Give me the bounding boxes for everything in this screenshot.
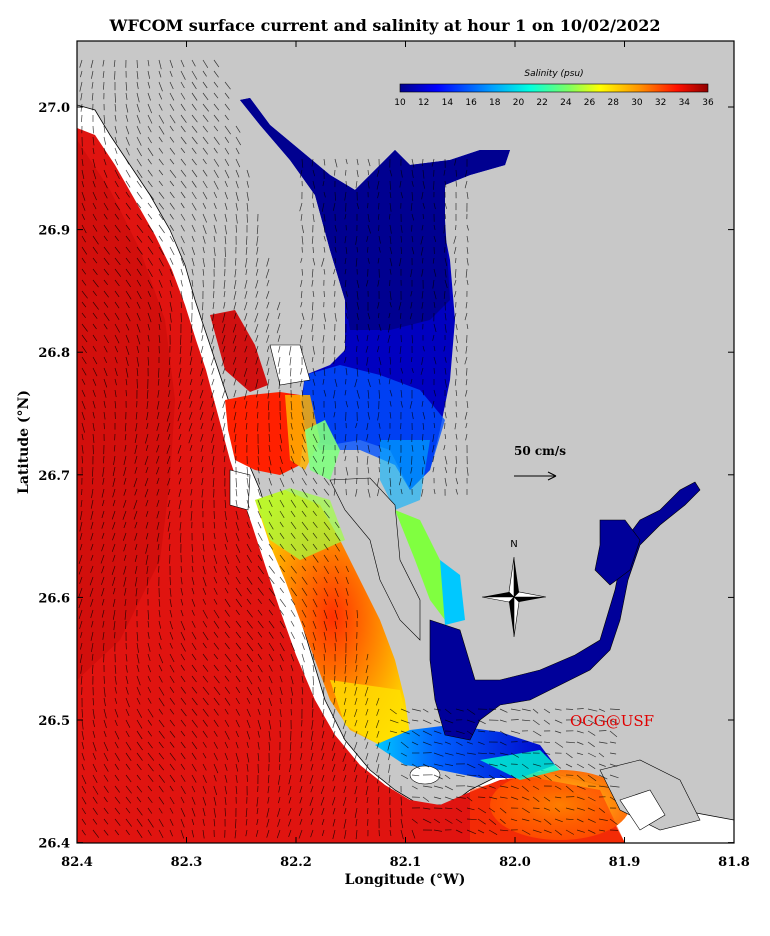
colorbar-tick-label: 14	[442, 98, 454, 108]
y-axis-title: Latitude (°N)	[16, 390, 32, 494]
colorbar-tick-label: 24	[560, 98, 572, 108]
colorbar-tick-label: 28	[608, 98, 620, 108]
map-title: WFCOM surface current and salinity at ho…	[109, 16, 661, 35]
compass-label: N	[510, 539, 517, 550]
y-tick-label: 26.6	[38, 591, 70, 606]
colorbar-tick-label: 18	[489, 98, 501, 108]
colorbar-tick-label: 36	[702, 98, 714, 108]
x-tick-label: 82.3	[171, 855, 203, 870]
y-tick-label: 26.9	[38, 224, 70, 239]
colorbar-tick-label: 20	[513, 98, 525, 108]
x-axis: 82.4 82.3 82.2 82.1 82.0 81.9 81.8	[61, 41, 750, 870]
current-vectors	[78, 59, 620, 840]
y-tick-label: 26.7	[38, 469, 70, 484]
y-tick-label: 27.0	[38, 101, 70, 116]
colorbar-tick-label: 16	[465, 98, 477, 108]
x-tick-label: 81.8	[718, 855, 750, 870]
x-tick-label: 82.1	[390, 855, 422, 870]
compass-rose: N	[481, 539, 547, 638]
x-axis-title: Longitude (°W)	[345, 872, 466, 888]
colorbar-tick-label: 34	[679, 98, 691, 108]
colorbar-tick-label: 32	[655, 98, 666, 108]
colorbar-tick-label: 10	[394, 98, 406, 108]
colorbar-title: Salinity (psu)	[524, 69, 583, 79]
y-tick-label: 26.4	[38, 837, 70, 852]
credit-label: OCG@USF	[570, 712, 654, 730]
y-tick-label: 26.8	[38, 346, 70, 361]
colorbar: Salinity (psu) 10 12 14 16 18 20 22 24 26 28 30 32 3…	[394, 69, 714, 108]
scale-arrow: 50 cm/s	[514, 444, 566, 481]
x-tick-label: 81.9	[609, 855, 641, 870]
colorbar-tick-label: 12	[418, 98, 429, 108]
colorbar-gradient	[399, 83, 709, 93]
colorbar-tick-label: 30	[631, 98, 643, 108]
x-tick-label: 82.0	[499, 855, 531, 870]
scale-label: 50 cm/s	[514, 444, 566, 458]
x-tick-label: 82.4	[61, 855, 93, 870]
gulf-water	[77, 128, 625, 843]
y-axis: 27.0 26.9 26.8 26.7 26.6 26.5 26.4	[38, 101, 734, 852]
colorbar-tick-label: 22	[536, 98, 547, 108]
x-tick-label: 82.2	[280, 855, 312, 870]
y-tick-label: 26.5	[38, 714, 70, 729]
colorbar-tick-label: 26	[584, 98, 596, 108]
